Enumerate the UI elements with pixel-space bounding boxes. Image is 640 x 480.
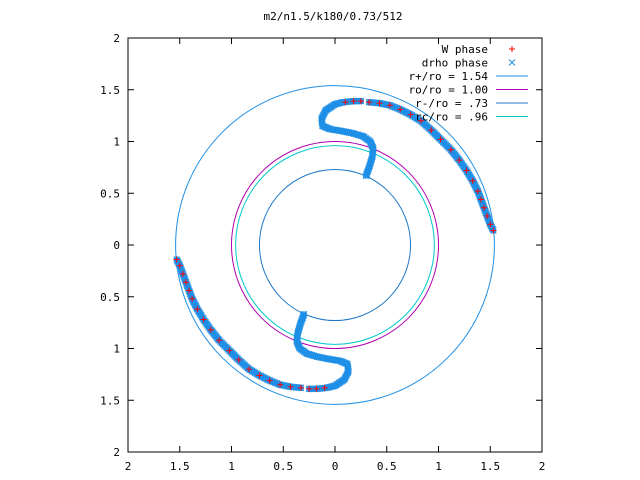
circle-series-5 [175, 85, 495, 405]
w-phase-marker [417, 117, 424, 124]
w-phase-marker [266, 377, 273, 384]
w-phase-marker [313, 385, 320, 392]
w-phase-marker [386, 102, 393, 109]
x-tick-label: 0 [332, 460, 339, 473]
w-phase-marker [297, 384, 304, 391]
legend-entry: rc/ro = .96 [415, 111, 528, 124]
w-phase-marker [216, 337, 223, 344]
w-phase-marker [357, 98, 364, 105]
circle-series-6 [231, 141, 439, 349]
x-tick-label: 2 [125, 460, 132, 473]
w-phase-marker [474, 188, 481, 195]
circle-series-7 [258, 168, 412, 322]
w-phase-marker [182, 279, 189, 286]
chart-title: m2/n1.5/k180/0.73/512 [263, 10, 402, 23]
drho-phase-band-layer [173, 97, 497, 393]
w-phase-marker [490, 227, 497, 234]
w-phase-marker [189, 295, 196, 302]
w-phase-marker [484, 213, 491, 220]
legend-label: r-/ro = .73 [415, 97, 488, 110]
x-tick-label: 0.5 [377, 460, 397, 473]
y-tick-label: 0.5 [100, 187, 120, 200]
w-phase-marker [200, 316, 207, 323]
legend-entry: r-/ro = .73 [415, 97, 528, 110]
y-tick-label: 2 [113, 32, 120, 45]
w-phase-marker [176, 262, 183, 269]
w-phase-marker [447, 146, 454, 153]
w-phase-marker [173, 256, 180, 263]
legend-entry: ro/ro = 1.00 [409, 84, 528, 97]
w-phase-marker [487, 221, 494, 228]
w-phase-marker [277, 381, 284, 388]
legend-entry: W phase [442, 43, 515, 56]
w-phase-marker [306, 385, 313, 392]
legend-entry: drho phase [422, 57, 516, 70]
w-phase-marker [407, 111, 414, 118]
axes-layer: 2 1.5 1 0.5 0 0.5 1 1.5 221.510.500.511.52 [100, 32, 545, 473]
w-phase-marker [477, 196, 484, 203]
y-tick-label: 2 [113, 446, 120, 459]
y-tick-label: 0 [113, 239, 120, 252]
w-phase-marker [469, 177, 476, 184]
w-phase-marker [186, 287, 193, 294]
legend-entry: r+/ro = 1.54 [409, 70, 528, 83]
w-phase-marker [350, 98, 357, 105]
x-tick-label: 1 [228, 460, 235, 473]
w-phase-marker [437, 136, 444, 143]
w-phase-marker [194, 306, 201, 313]
legend-label: drho phase [422, 57, 488, 70]
y-tick-label: 0.5 [100, 291, 120, 304]
w-phase-marker [287, 383, 294, 390]
w-phase-marker [246, 366, 253, 373]
y-tick-label: 1.5 [100, 394, 120, 407]
x-tick-label: 2 [539, 460, 546, 473]
w-phase-marker [456, 157, 463, 164]
w-phase-marker [342, 99, 349, 106]
w-phase-points-layer [173, 98, 497, 392]
legend-label: W phase [442, 43, 488, 56]
x-tick-label: 0.5 [273, 460, 293, 473]
w-phase-marker [256, 372, 263, 379]
y-tick-label: 1 [113, 136, 120, 149]
y-tick-label: 1.5 [100, 84, 120, 97]
legend-label: r+/ro = 1.54 [409, 70, 489, 83]
x-tick-label: 1.5 [480, 460, 500, 473]
w-phase-marker [321, 384, 328, 391]
w-phase-marker [463, 167, 470, 174]
x-tick-label: 1.5 [170, 460, 190, 473]
w-phase-marker [179, 270, 186, 277]
w-phase-marker [428, 127, 435, 134]
w-phase-marker [376, 100, 383, 107]
w-phase-marker [397, 106, 404, 113]
legend-label: ro/ro = 1.00 [409, 84, 488, 97]
circles-layer [175, 85, 495, 405]
w-phase-marker [235, 356, 242, 363]
w-phase-marker [366, 99, 373, 106]
legend-label: rc/ro = .96 [415, 111, 488, 124]
x-tick-label: 1 [435, 460, 442, 473]
w-phase-marker [481, 204, 488, 211]
w-phase-marker [207, 326, 214, 333]
y-tick-label: 1 [113, 343, 120, 356]
circle-series-8 [235, 145, 435, 345]
w-phase-marker [226, 347, 233, 354]
